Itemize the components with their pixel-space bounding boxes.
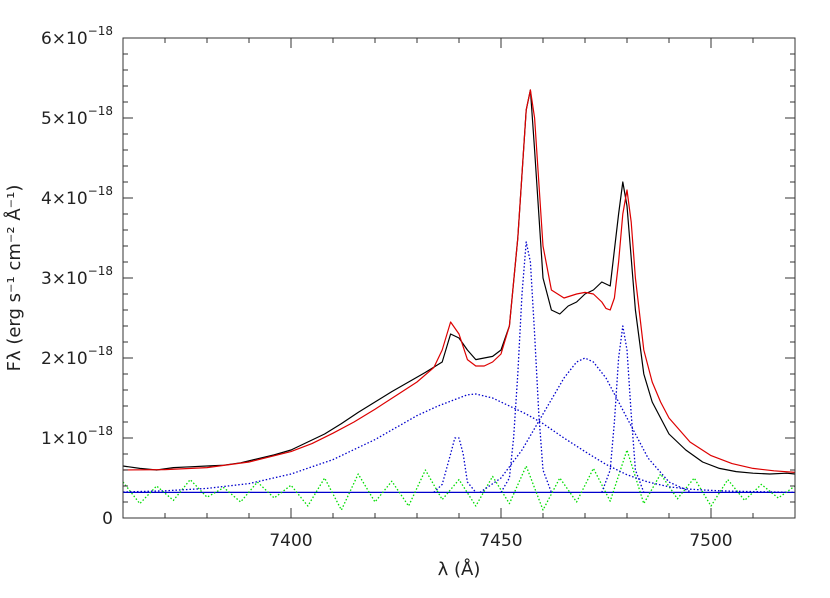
y-tick-label: 0 — [102, 509, 113, 529]
series-line-7 — [122, 449, 796, 511]
y-tick-label: 4×10−18 — [41, 184, 113, 209]
x-axis-label: λ (Å) — [438, 558, 481, 580]
y-tick-label: 5×10−18 — [41, 104, 113, 129]
series-line-1 — [122, 89, 796, 473]
y-tick-exponent: −18 — [88, 344, 113, 358]
x-tick-label: 7450 — [479, 531, 522, 551]
y-tick-exponent: −18 — [88, 424, 113, 438]
x-tick-label: 7400 — [269, 531, 312, 551]
y-tick-exponent: −18 — [88, 264, 113, 278]
y-tick-mantissa: 1×10 — [41, 429, 88, 449]
ticks-layer — [122, 37, 796, 519]
x-tick-label: 7500 — [689, 531, 732, 551]
y-tick-mantissa: 0 — [102, 509, 113, 529]
y-tick-mantissa: 5×10 — [41, 109, 88, 129]
y-tick-mantissa: 2×10 — [41, 349, 88, 369]
y-tick-exponent: −18 — [88, 24, 113, 38]
y-tick-label: 3×10−18 — [41, 264, 113, 289]
labels-layer: 7400 7450 750001×10−182×10−183×10−184×10−1… — [41, 24, 733, 551]
y-axis-label: Fλ (erg s⁻¹ cm⁻² Å⁻¹) — [3, 185, 25, 372]
y-tick-mantissa: 3×10 — [41, 269, 88, 289]
y-tick-label: 6×10−18 — [41, 24, 113, 49]
series-layer — [122, 89, 796, 511]
y-tick-exponent: −18 — [88, 184, 113, 198]
y-tick-label: 2×10−18 — [41, 344, 113, 369]
series-line-6 — [601, 325, 645, 493]
y-tick-exponent: −18 — [88, 104, 113, 118]
series-line-4 — [500, 241, 553, 493]
y-tick-mantissa: 4×10 — [41, 189, 88, 209]
series-line-5 — [479, 357, 691, 493]
y-tick-mantissa: 6×10 — [41, 29, 88, 49]
y-tick-label: 1×10−18 — [41, 424, 113, 449]
